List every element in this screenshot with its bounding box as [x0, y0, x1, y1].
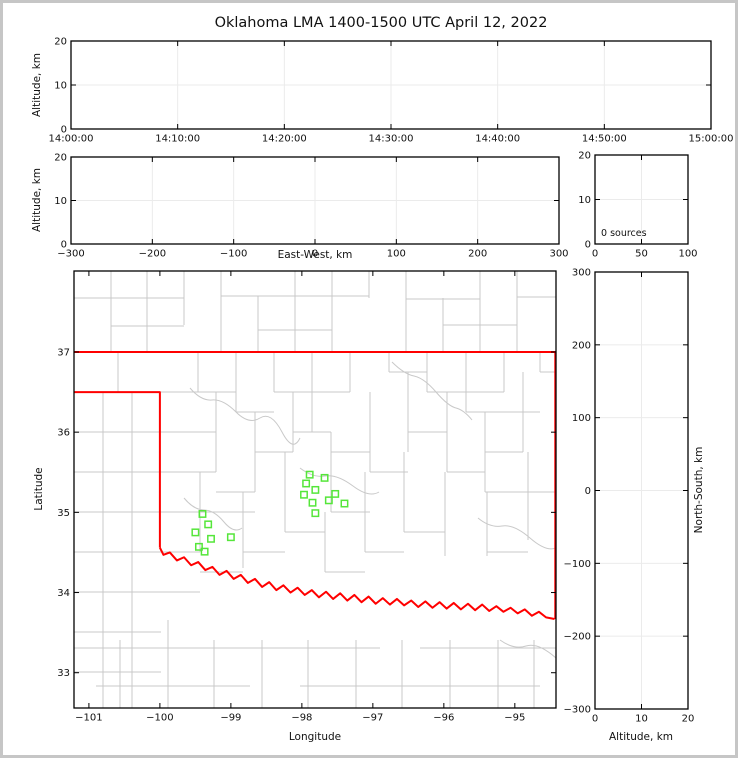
north-south-panel: 0 10 20 300 200 100 0 −100 −200 −300: [564, 268, 695, 725]
x-tick-label: −96: [433, 713, 454, 724]
lma-figure: 14:00:00 14:10:00 14:20:00 14:30:00 14:40:00…: [31, 15, 734, 743]
x-tick-label: −100: [146, 713, 173, 724]
y-tick-label: 34: [57, 588, 70, 599]
x-tick-label: 10: [635, 714, 648, 725]
x-tick-label: 14:00:00: [49, 134, 94, 145]
x-tick-label: 15:00:00: [689, 134, 734, 145]
y-tick-label: 300: [572, 268, 591, 279]
station-marker: [311, 509, 320, 518]
station-marker: [191, 528, 200, 537]
x-tick-label: 14:30:00: [369, 134, 414, 145]
station-marker: [320, 473, 329, 482]
x-tick-label: 200: [468, 249, 487, 260]
station-marker: [340, 499, 349, 508]
y-tick-label: −200: [564, 632, 591, 643]
station-marker: [204, 520, 213, 529]
east-west-xlabel: East-West, km: [278, 249, 353, 261]
station-marker: [198, 510, 207, 518]
x-tick-label: 0: [592, 714, 598, 725]
x-tick-label: 0: [592, 249, 598, 260]
y-tick-label: 0: [585, 486, 591, 497]
x-tick-label: 100: [387, 249, 406, 260]
county-lines-panhandle: [74, 352, 200, 708]
station-marker: [226, 533, 235, 542]
county-lines-oklahoma-row2: [161, 372, 556, 513]
y-tick-label: 0: [585, 240, 591, 251]
station-marker: [308, 498, 317, 507]
plan-view-map-frame: [73, 270, 557, 709]
x-tick-label: −101: [75, 713, 102, 724]
east-west-ylabel: Altitude, km: [31, 168, 43, 232]
source-count-panel: 0 50 100 0 10 20: [578, 151, 697, 260]
x-tick-label: 100: [678, 249, 697, 260]
y-tick-label: 20: [54, 37, 67, 48]
x-tick-label: 300: [549, 249, 568, 260]
plan-view-map: −101 −100 −99 −98 −97 −96 −95 33 34 35 36 37: [57, 270, 557, 724]
time-height-ylabel: Altitude, km: [31, 53, 43, 117]
north-south-ylabel: North-South, km: [693, 447, 705, 534]
y-tick-label: 20: [54, 153, 67, 164]
station-marker: [302, 479, 311, 488]
station-layer: [191, 470, 349, 556]
station-marker: [194, 542, 203, 551]
y-tick-label: 100: [572, 413, 591, 424]
county-river-lines: [183, 361, 556, 659]
y-tick-label: −100: [564, 559, 591, 570]
y-tick-label: 200: [572, 340, 591, 351]
north-south-xlabel: Altitude, km: [609, 731, 673, 743]
y-tick-label: 10: [54, 196, 67, 207]
x-tick-label: −200: [139, 249, 166, 260]
y-tick-label: 37: [57, 347, 70, 358]
station-marker: [324, 496, 333, 505]
state-border-line: [74, 391, 161, 548]
station-marker: [207, 534, 215, 543]
source-count-label: 0 sources: [601, 228, 647, 239]
y-tick-label: 10: [54, 81, 67, 92]
x-tick-label: 14:40:00: [475, 134, 520, 145]
figure-title: Oklahoma LMA 1400-1500 UTC April 12, 202…: [215, 15, 548, 31]
y-tick-label: 0: [61, 125, 67, 136]
y-tick-label: 35: [57, 508, 70, 519]
x-tick-label: 14:20:00: [262, 134, 307, 145]
station-marker: [331, 489, 340, 498]
y-tick-label: 0: [61, 240, 67, 251]
state-border-line: [158, 547, 555, 620]
county-lines-kansas: [74, 271, 556, 352]
x-tick-label: 20: [682, 714, 695, 725]
station-marker: [311, 485, 320, 494]
y-tick-label: −300: [564, 705, 591, 716]
county-boundaries: [74, 271, 556, 708]
station-marker: [300, 490, 308, 499]
y-tick-label: 10: [578, 195, 591, 206]
x-tick-label: −300: [57, 249, 84, 260]
station-marker: [200, 547, 209, 556]
county-lines-oklahoma-row1: [161, 352, 556, 432]
station-marker: [305, 470, 314, 479]
y-tick-label: 36: [57, 428, 70, 439]
x-tick-label: −98: [291, 713, 312, 724]
x-tick-label: −95: [504, 713, 525, 724]
time-height-panel: 14:00:00 14:10:00 14:20:00 14:30:00 14:40:00…: [49, 37, 734, 145]
map-xlabel: Longitude: [289, 731, 341, 743]
x-tick-label: −100: [220, 249, 247, 260]
county-lines-texas-south: [74, 620, 556, 708]
map-ylabel: Latitude: [33, 467, 45, 510]
x-tick-label: 14:10:00: [155, 134, 200, 145]
x-tick-label: 0: [312, 249, 318, 260]
east-west-panel: −300 −200 −100 0 100 200 300 0 10 20: [54, 153, 568, 260]
y-tick-label: 20: [578, 151, 591, 162]
x-tick-label: −97: [362, 713, 383, 724]
x-tick-label: 50: [635, 249, 648, 260]
x-tick-label: −99: [220, 713, 241, 724]
y-tick-label: 33: [57, 668, 70, 679]
x-tick-label: 14:50:00: [582, 134, 627, 145]
